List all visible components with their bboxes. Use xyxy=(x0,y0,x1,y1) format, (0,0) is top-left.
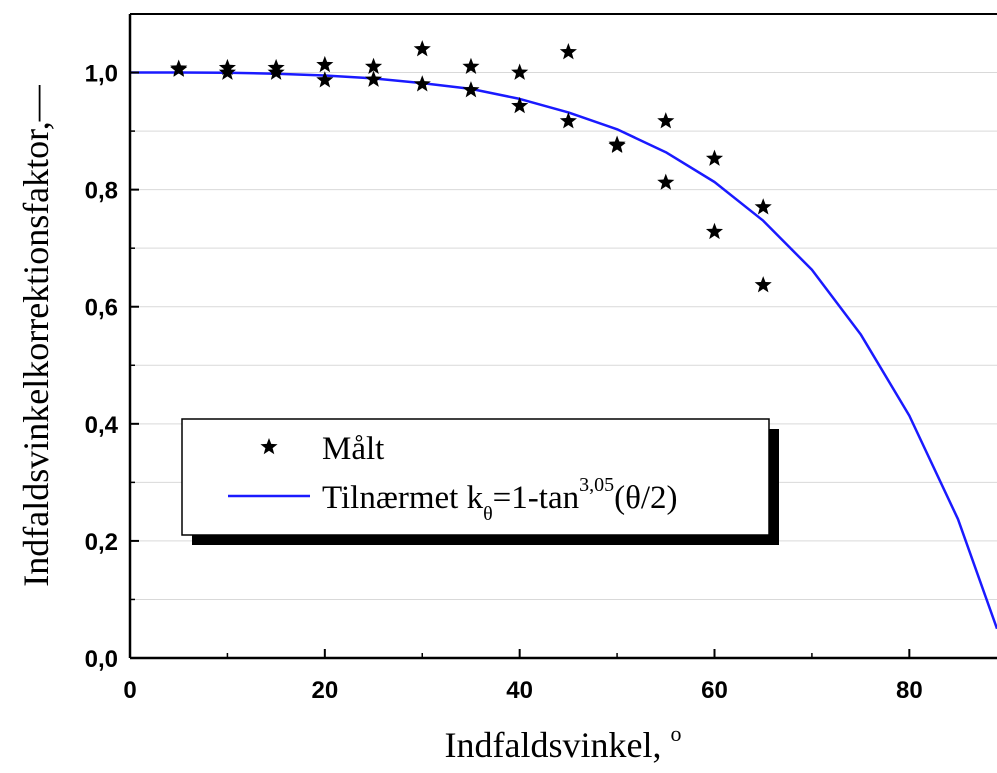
measured-point xyxy=(316,55,334,73)
legend-fit-label: Tilnærmet kθ=1-tan3,05(θ/2) xyxy=(322,474,678,525)
measured-point xyxy=(754,276,772,293)
x-tick-label: 80 xyxy=(896,677,923,704)
measured-point xyxy=(511,96,529,114)
y-axis-title: Indfaldsvinkelkorrektionsfaktor,— xyxy=(16,84,56,586)
measured-point xyxy=(754,198,772,215)
measured-point xyxy=(511,63,529,80)
x-axis-title: Indfaldsvinkel, o xyxy=(445,721,682,765)
legend-fit-mid: =1-tan xyxy=(493,480,579,516)
tick-labels: 0,0 0,2 0,4 0,6 0,8 1,0 0 20 40 60 80 xyxy=(85,61,923,704)
measured-point xyxy=(608,136,626,154)
measured-point xyxy=(559,43,577,60)
measured-points-layer xyxy=(170,40,772,293)
y-tick-label: 1,0 xyxy=(85,61,118,88)
legend-fit-prefix: Tilnærmet k xyxy=(322,480,484,516)
measured-point xyxy=(657,112,675,129)
x-axis-title-text: Indfaldsvinkel, xyxy=(445,725,671,765)
measured-point xyxy=(316,71,334,88)
x-tick-label: 20 xyxy=(311,677,338,704)
measured-point xyxy=(705,149,724,166)
y-tick-label: 0,8 xyxy=(85,178,118,205)
measured-point xyxy=(559,112,577,129)
y-tick-label: 0,6 xyxy=(85,295,118,322)
measured-point xyxy=(364,70,383,87)
measured-point xyxy=(364,57,383,74)
legend-fit-suffix: (θ/2) xyxy=(614,480,677,516)
measured-point xyxy=(462,81,480,98)
axis-ticks xyxy=(129,13,911,659)
measured-point xyxy=(657,173,675,190)
measured-point xyxy=(218,63,236,80)
x-tick-label: 60 xyxy=(701,677,728,704)
x-axis-title-degree: o xyxy=(670,721,681,746)
legend-measured-label: Målt xyxy=(322,431,384,467)
measured-point xyxy=(413,75,431,92)
plot-background xyxy=(130,14,997,658)
x-tick-label: 0 xyxy=(123,677,136,704)
measured-point xyxy=(413,40,431,57)
legend-fit-superscript: 3,05 xyxy=(579,474,614,496)
y-tick-label: 0,4 xyxy=(85,412,119,439)
measured-point xyxy=(170,60,188,77)
x-tick-label: 40 xyxy=(506,677,533,704)
measured-point xyxy=(267,63,285,80)
legend: Målt Tilnærmet kθ=1-tan3,05(θ/2) xyxy=(181,418,779,545)
y-tick-label: 0,0 xyxy=(85,646,118,673)
y-tick-label: 0,2 xyxy=(85,529,118,556)
legend-star-marker xyxy=(260,438,278,455)
legend-box xyxy=(181,418,770,536)
legend-fit-subscript: θ xyxy=(483,503,493,525)
measured-point xyxy=(462,57,480,74)
measured-point xyxy=(705,222,724,240)
